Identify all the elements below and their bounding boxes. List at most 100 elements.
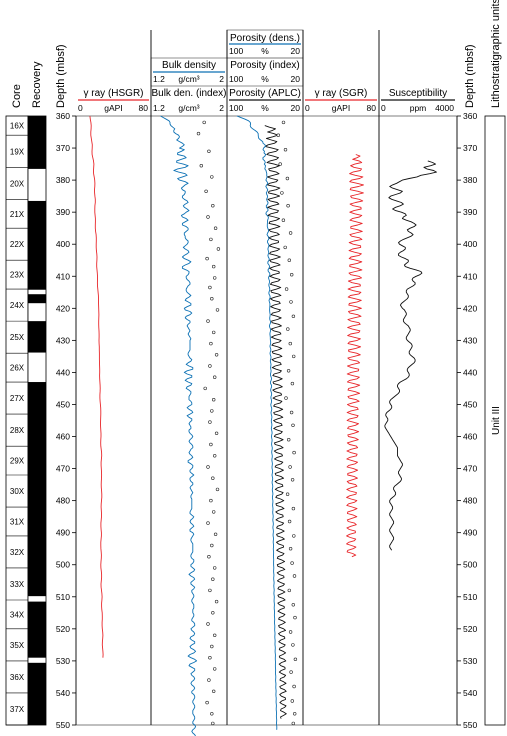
porosity-index-point <box>290 273 294 277</box>
recovery-interval <box>28 116 46 169</box>
porosity-index-point <box>291 423 295 427</box>
left-depth-tick-label: 390 <box>56 207 70 217</box>
porosity-index-point <box>292 450 296 455</box>
susceptibility-min-label: 0 <box>381 103 386 113</box>
bulk-density-index-point <box>204 189 208 194</box>
porosity-index-point <box>290 381 295 386</box>
bulk-density-index-point <box>208 364 212 368</box>
bulk-density-index-point <box>211 476 215 480</box>
porosity-index-point <box>291 721 295 726</box>
core-label: 22X <box>10 240 25 249</box>
bulk-density-index-point <box>210 543 214 548</box>
right-depth-tick-label: 420 <box>463 303 477 313</box>
bulk-density-index-point <box>215 308 220 312</box>
porosity-index-point <box>289 300 293 304</box>
core-label: 36X <box>10 673 25 682</box>
left-depth-tick-label: 440 <box>56 367 70 377</box>
bulk-density-index-point <box>209 442 213 447</box>
hsgr-min-label: 0 <box>78 103 83 113</box>
left-depth-tick-label: 450 <box>56 399 70 409</box>
left-depth-tick-label: 480 <box>56 496 70 506</box>
bulk-density-index-point <box>207 678 211 682</box>
porosity-index-point <box>281 120 286 125</box>
core-label: 34X <box>10 610 25 619</box>
bulk-density-index-point <box>205 700 209 705</box>
bulk_density-max-label: 2 <box>219 74 224 84</box>
porosity-index-point <box>293 615 297 620</box>
bulk_density_index-min-label: 1.2 <box>153 103 165 113</box>
right-depth-tick-label: 430 <box>463 335 477 345</box>
left-depth-tick-label: 430 <box>56 335 70 345</box>
bulk-density-index-point <box>213 226 218 230</box>
bulk-density-index-point <box>211 721 215 726</box>
bulk-density-index-point <box>205 256 209 261</box>
bulk-density-index-point <box>214 599 219 604</box>
bulk-density-index-point <box>213 454 217 458</box>
right-depth-tick-label: 470 <box>463 464 477 474</box>
porosity-aplc-curve <box>264 125 287 719</box>
porosity_dens-max-label: 20 <box>291 46 301 56</box>
core-label: 25X <box>10 333 25 342</box>
left-depth-tick-label: 410 <box>56 271 70 281</box>
recovery-interval <box>28 294 46 304</box>
porosity-index-point <box>291 643 295 647</box>
bulk-density-index-point <box>214 431 219 435</box>
bulk-density-index-point <box>202 120 206 125</box>
porosity_aplc-unit: % <box>261 103 269 113</box>
bulk-density-index-point <box>199 164 204 168</box>
bulk-density-index-point <box>212 398 216 402</box>
core-label: 35X <box>10 641 25 650</box>
left-depth-tick-label: 540 <box>56 688 70 698</box>
left-depth-tick-label: 500 <box>56 560 70 570</box>
hsgr-unit: gAPI <box>104 103 122 113</box>
bulk-density-index-point <box>206 319 210 323</box>
bulk-density-curve <box>160 115 198 736</box>
porosity-index-point <box>291 506 296 511</box>
left-depth-tick-label: 370 <box>56 143 70 153</box>
right-depth-tick-label: 460 <box>463 432 477 442</box>
bulk_density-unit: g/cm³ <box>178 74 199 84</box>
bulk_density_index-unit: g/cm³ <box>178 103 199 113</box>
bulk-density-index-point <box>210 175 214 179</box>
core-label: 33X <box>10 580 25 589</box>
porosity-index-point <box>287 588 291 593</box>
core-label: 24X <box>10 301 25 310</box>
bulk-density-index-point <box>210 409 214 413</box>
porosity-index-point <box>292 534 296 538</box>
bulk-density-index-point <box>207 554 211 559</box>
bulk-density-index-point <box>211 611 215 615</box>
porosity-index-point <box>292 354 296 359</box>
core-label: 29X <box>10 457 25 466</box>
right-depth-tick-label: 540 <box>463 688 477 698</box>
core-column-header: Core <box>11 84 23 108</box>
bulk-density-index-point <box>208 285 212 290</box>
core-label: 32X <box>10 548 25 557</box>
porosity-index-point <box>287 438 291 442</box>
bulk-density-index-point <box>212 689 216 693</box>
porosity-index-point <box>288 465 292 469</box>
porosity_dens-title: Porosity (dens.) <box>230 33 300 44</box>
porosity_aplc-max-label: 20 <box>291 103 301 113</box>
porosity-index-point <box>278 162 282 166</box>
litho-column: Unit III <box>484 115 506 726</box>
right-depth-tick-label: 400 <box>463 239 477 249</box>
porosity-dens-curve <box>236 115 278 730</box>
susceptibility-title: Susceptibility <box>389 88 447 99</box>
right-depth-tick-label: 500 <box>463 560 477 570</box>
hsgr-title: γ ray (HSGR) <box>84 88 144 99</box>
porosity-index-point <box>285 492 290 496</box>
sgr-unit: gAPI <box>332 103 350 113</box>
porosity-index-point <box>292 684 296 689</box>
recovery-column-header: Recovery <box>31 61 43 108</box>
bulk-density-index-point <box>203 386 207 391</box>
bulk-density-index-point <box>211 577 215 581</box>
bulk-density-index-point <box>213 566 217 570</box>
porosity_aplc-title: Porosity (APLC) <box>229 88 301 99</box>
porosity_index-unit: % <box>261 74 269 84</box>
recovery-interval <box>28 321 46 353</box>
porosity-index-point <box>290 699 294 703</box>
porosity-index-point <box>293 712 297 716</box>
porosity-index-point <box>287 258 291 262</box>
track-frames <box>76 30 457 726</box>
